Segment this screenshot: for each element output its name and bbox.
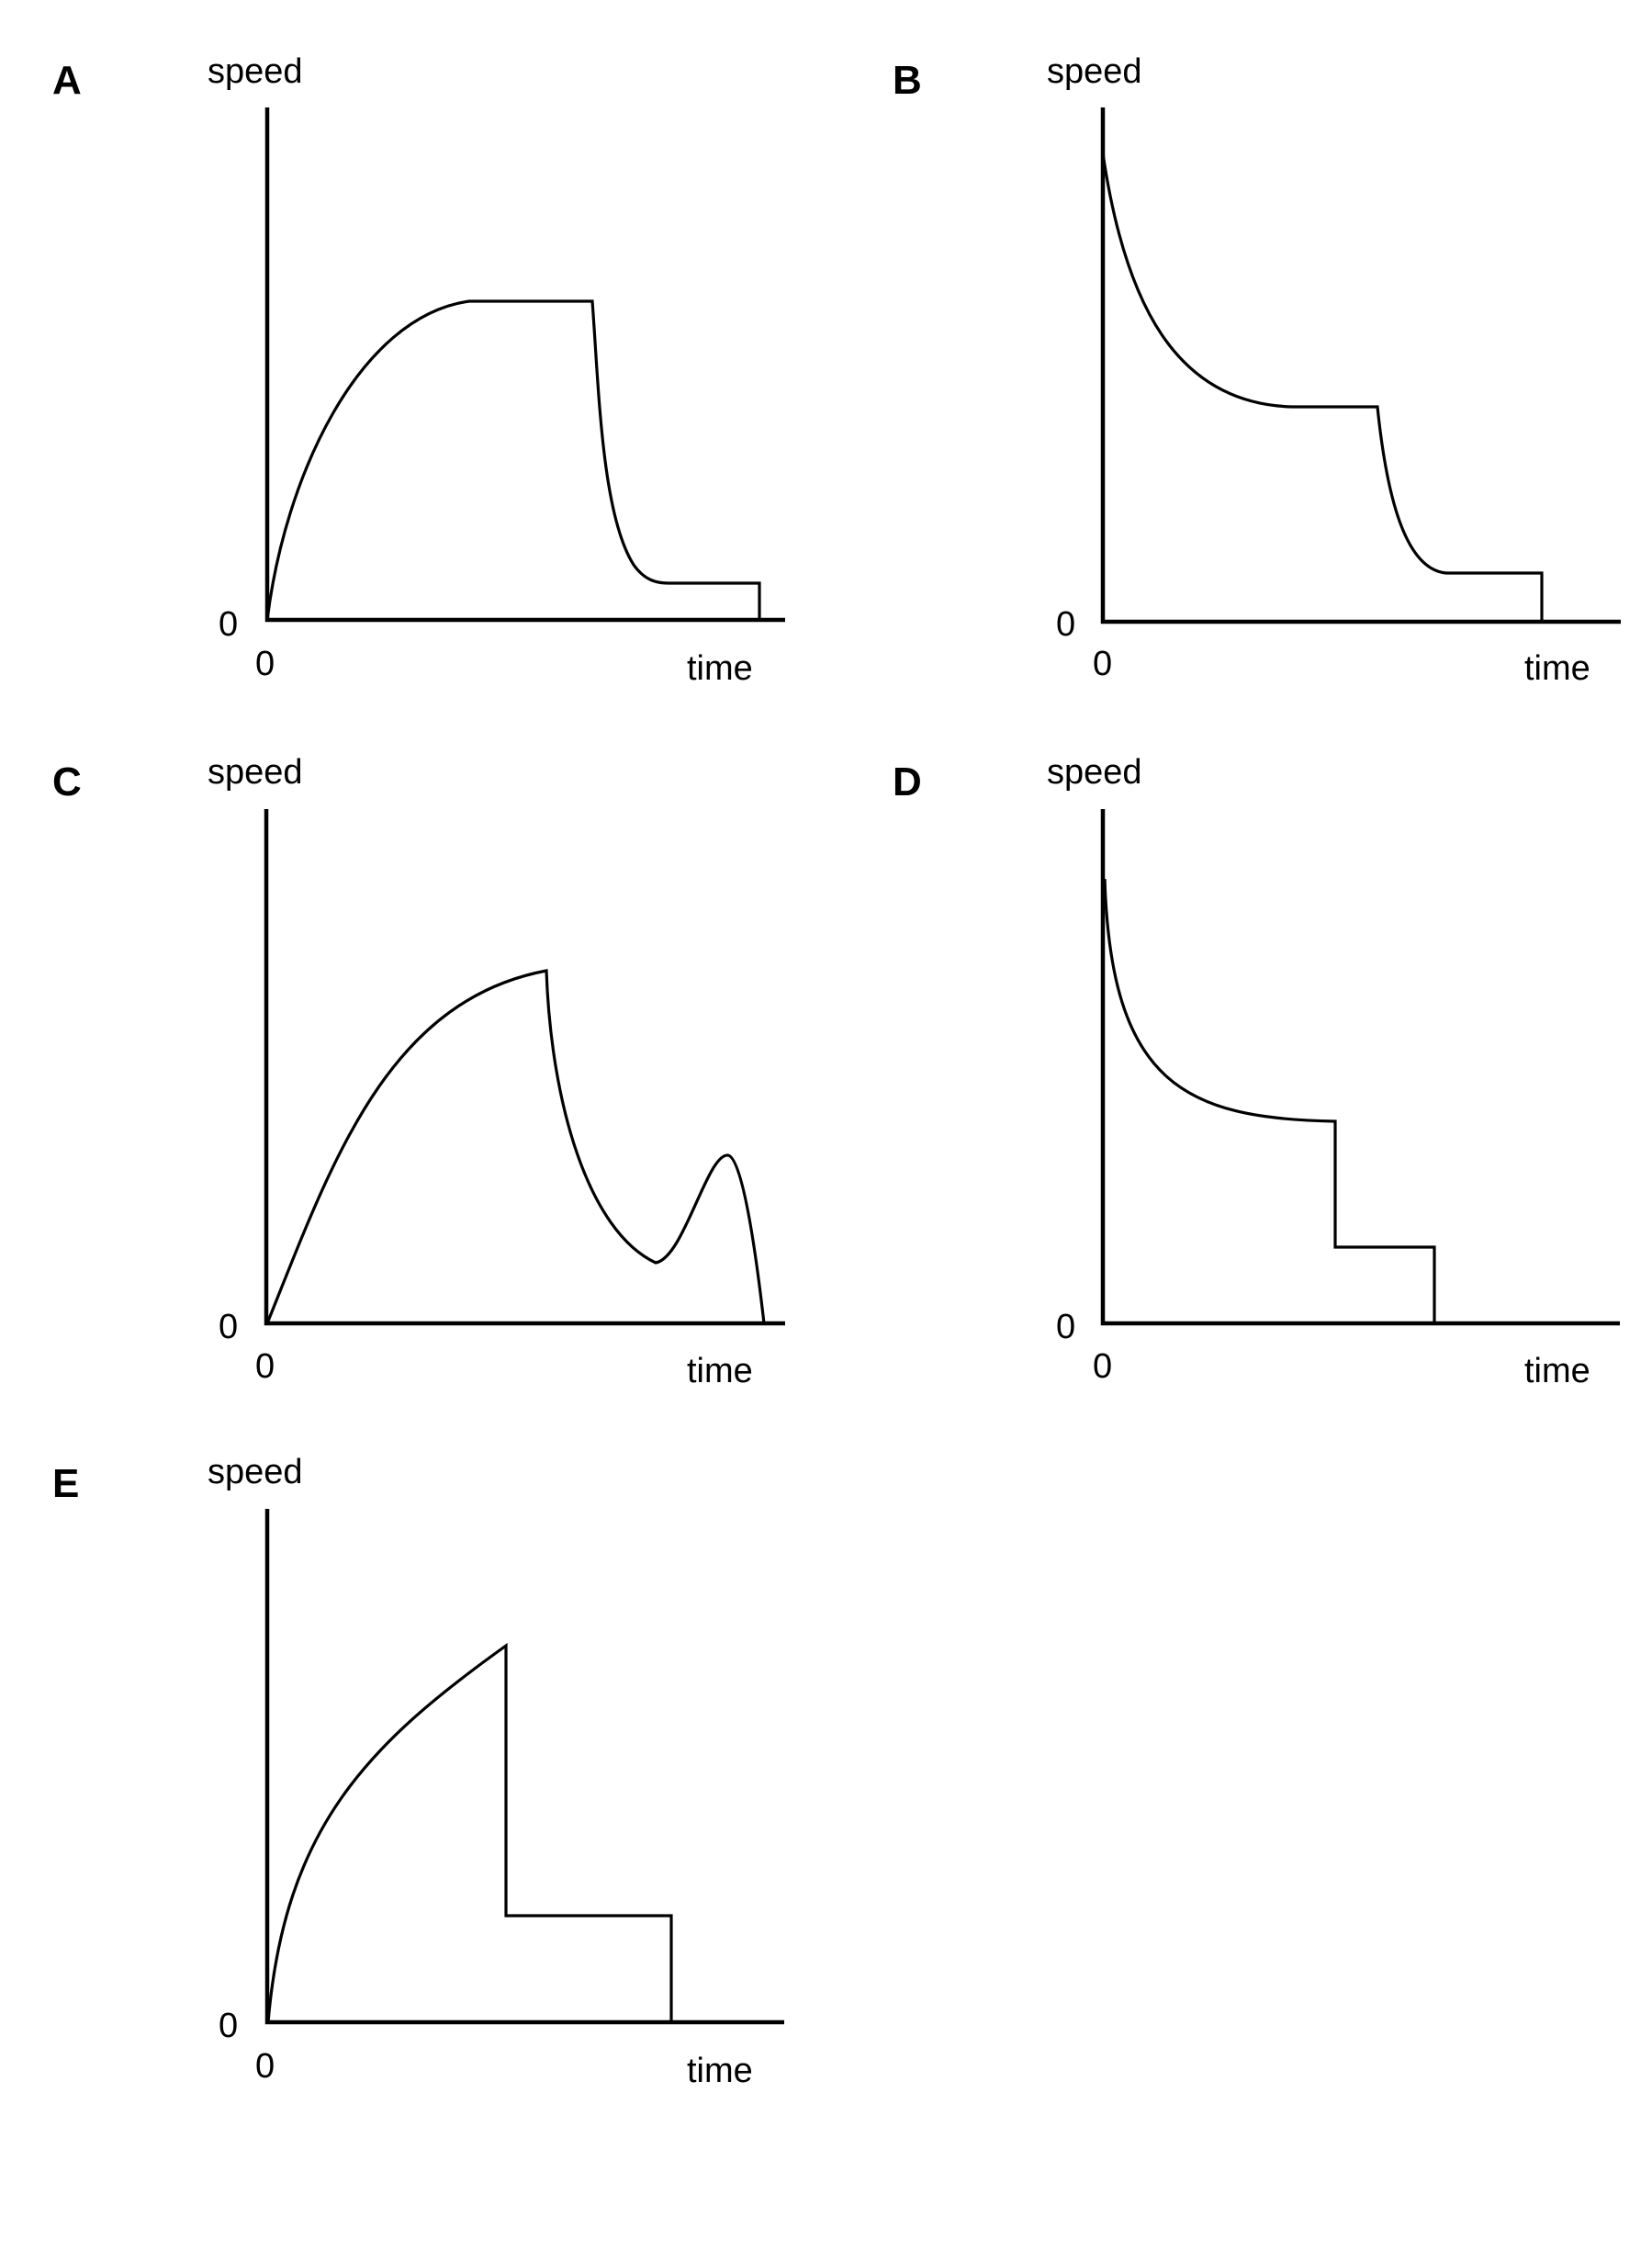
axes-lines — [264, 1509, 784, 2025]
x-tick-zero: 0 — [1093, 1347, 1112, 1386]
x-tick-zero: 0 — [255, 1347, 275, 1386]
y-tick-zero: 0 — [219, 2007, 238, 2045]
panel-letter: C — [52, 759, 82, 804]
y-axis-label: speed — [1047, 52, 1142, 91]
speed-time-curve — [1101, 152, 1544, 622]
y-tick-zero: 0 — [219, 605, 238, 644]
x-axis-label: time — [687, 649, 753, 688]
panel-letter: D — [893, 759, 922, 804]
y-axis-label: speed — [208, 753, 303, 792]
axes-lines — [1100, 107, 1621, 624]
x-axis-label: time — [1524, 1352, 1590, 1390]
x-tick-zero: 0 — [1093, 645, 1112, 683]
y-tick-zero: 0 — [219, 1308, 238, 1346]
y-tick-zero: 0 — [1056, 605, 1075, 644]
y-axis-label: speed — [208, 1453, 303, 1491]
speed-time-curve — [266, 1642, 673, 2023]
x-tick-zero: 0 — [255, 645, 275, 683]
x-axis-label: time — [1524, 649, 1590, 688]
x-axis-label: time — [687, 2052, 753, 2090]
panel-letter: A — [52, 58, 82, 103]
x-axis-label: time — [687, 1352, 753, 1390]
x-tick-zero: 0 — [255, 2047, 275, 2086]
panel-letter: B — [893, 58, 922, 103]
y-axis-label: speed — [1047, 753, 1142, 792]
axes-lines — [264, 809, 785, 1326]
y-tick-zero: 0 — [1056, 1308, 1075, 1346]
y-axis-label: speed — [208, 52, 303, 91]
panel-letter: E — [52, 1461, 79, 1506]
speed-time-curve — [1103, 878, 1436, 1323]
axes-lines — [1100, 809, 1620, 1326]
speed-time-curve — [265, 969, 766, 1324]
speed-time-curve — [265, 299, 761, 621]
